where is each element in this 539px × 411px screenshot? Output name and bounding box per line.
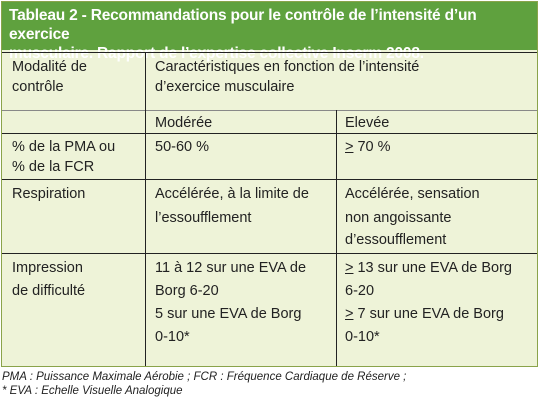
row-label: % de la PMA ou % de la FCR (12, 137, 142, 177)
row-label-text: de difficulté (12, 283, 86, 299)
row-label: Impression de difficulté (12, 258, 142, 301)
row-label-text: % de la FCR (12, 159, 95, 175)
high-cell-text: 70 % (353, 139, 391, 155)
cell-line: > 7 sur une EVA de Borg (345, 304, 535, 324)
cell-line: > 13 sur une EVA de Borg (345, 258, 535, 278)
column-divider (336, 110, 337, 366)
footnote-line: PMA : Puissance Maximale Aérobie ; FCR :… (2, 371, 407, 383)
footnote: PMA : Puissance Maximale Aérobie ; FCR :… (2, 370, 406, 398)
cell-line: 5 sur une EVA de Borg (155, 306, 302, 322)
subheader-row: Modérée Elevée (2, 110, 537, 134)
high-cell: > 70 % (345, 137, 535, 157)
header-text: d’exercice musculaire (155, 79, 295, 95)
cell-line: non angoissante (345, 210, 452, 226)
cell-line: Accélérée, à la limite de (155, 186, 309, 202)
moderate-cell: Accélérée, à la limite de l’essoufflemen… (155, 184, 337, 228)
table-title-line: Tableau 2 - Recommandations pour le cont… (9, 7, 477, 43)
high-cell: > 13 sur une EVA de Borg 6-20 > 7 sur un… (345, 258, 535, 347)
header-text: Caractéristiques en fonction de l’intens… (155, 59, 420, 75)
column-divider (145, 52, 146, 366)
row-label-text: Impression (12, 260, 83, 276)
cell-line: l’essoufflement (155, 210, 252, 226)
table-row: Respiration Accélérée, à la limite de l’… (2, 179, 537, 252)
table-row: % de la PMA ou % de la FCR 50-60 % > 70 … (2, 133, 537, 180)
moderate-cell: 50-60 % (155, 139, 210, 155)
subheader-high: Elevée (345, 115, 390, 131)
row-label: Respiration (12, 186, 86, 202)
table-row: Impression de difficulté 11 à 12 sur une… (2, 253, 537, 368)
recommendations-table: Tableau 2 - Recommandations pour le cont… (1, 1, 538, 367)
header-modalite: Modalité de contrôle (12, 57, 142, 97)
header-row: Modalité de contrôle Caractéristiques en… (2, 52, 537, 101)
cell-line-text: 13 sur une EVA de Borg (353, 260, 512, 276)
cell-line: Borg 6-20 (155, 283, 219, 299)
header-caracteristiques: Caractéristiques en fonction de l’intens… (155, 57, 485, 97)
cell-line: 0-10* (155, 329, 190, 345)
header-text: contrôle (12, 79, 64, 95)
cell-line: d’essoufflement (345, 232, 447, 248)
greater-equal-symbol: > (345, 260, 354, 276)
table-title-line: musculaire. Rapport de l’expertise colle… (9, 45, 424, 62)
cell-line-text: 7 sur une EVA de Borg (353, 306, 504, 322)
high-cell: Accélérée, sensation non angoissante d’e… (345, 184, 535, 250)
subheader-moderate: Modérée (155, 115, 213, 131)
footnote-line: * EVA : Echelle Visuelle Analogique (2, 385, 183, 397)
cell-line: 6-20 (345, 283, 375, 299)
greater-equal-symbol: > (345, 306, 354, 322)
table-title: Tableau 2 - Recommandations pour le cont… (2, 2, 537, 62)
cell-line: Accélérée, sensation (345, 186, 480, 202)
row-label-text: % de la PMA ou (12, 139, 116, 155)
moderate-cell: 11 à 12 sur une EVA de Borg 6-20 5 sur u… (155, 258, 337, 347)
header-text: Modalité de (12, 59, 87, 75)
greater-equal-symbol: > (345, 139, 354, 155)
cell-line: 0-10* (345, 329, 380, 345)
cell-line: 11 à 12 sur une EVA de (155, 260, 307, 276)
